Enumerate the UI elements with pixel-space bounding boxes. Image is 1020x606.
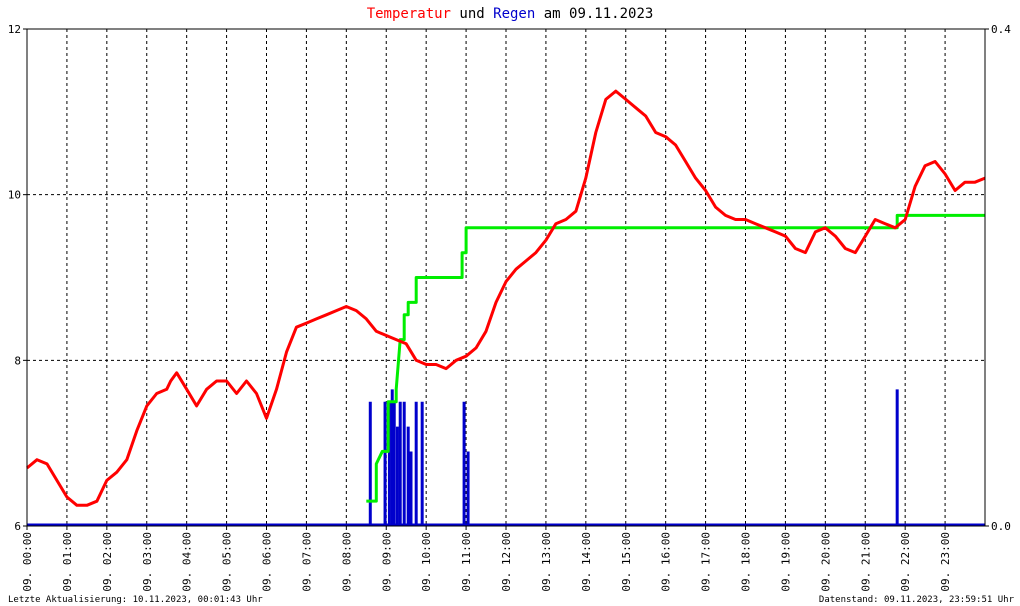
- x-axis-ticks: 09. 00:00 09. 01:00 09. 02:00 09. 03:00 09. …: [21, 526, 952, 592]
- grid-lines: [27, 29, 985, 526]
- x-tick-label: 09. 20:00: [819, 532, 832, 592]
- title-date: am 09.11.2023: [535, 6, 653, 22]
- y-tick-label: 10: [8, 189, 21, 202]
- y-right-tick-label: 0.0: [991, 520, 1011, 533]
- x-tick-label: 09. 00:00: [21, 532, 34, 592]
- x-tick-label: 09. 17:00: [700, 532, 713, 592]
- x-tick-label: 09. 08:00: [340, 532, 353, 592]
- x-tick-label: 09. 11:00: [460, 532, 473, 592]
- temperature-line: [26, 89, 986, 507]
- x-tick-label: 09. 04:00: [181, 532, 194, 592]
- x-tick-label: 09. 07:00: [300, 532, 313, 592]
- x-tick-label: 09. 01:00: [61, 532, 74, 592]
- y-axis-right-ticks: 0.0 0.4: [985, 23, 1011, 533]
- x-tick-label: 09. 22:00: [899, 532, 912, 592]
- y-tick-label: 6: [14, 520, 21, 533]
- chart-title: Temperatur und Regen am 09.11.2023: [367, 6, 654, 22]
- y-axis-left-ticks: 6 8 10 12: [8, 23, 27, 533]
- x-tick-label: 09. 14:00: [580, 532, 593, 592]
- x-tick-label: 09. 10:00: [420, 532, 433, 592]
- x-tick-label: 09. 15:00: [620, 532, 633, 592]
- title-and-word: und: [451, 6, 493, 22]
- rain-total-line: [366, 213, 985, 503]
- x-tick-label: 09. 05:00: [221, 532, 234, 592]
- x-tick-label: 09. 02:00: [101, 532, 114, 592]
- rain-rate-series: [27, 389, 985, 527]
- title-rain-word: Regen: [493, 6, 535, 22]
- x-tick-label: 09. 13:00: [540, 532, 553, 592]
- x-tick-label: 09. 12:00: [500, 532, 513, 592]
- title-temperature-word: Temperatur: [367, 6, 451, 22]
- footer-data-timestamp: Datenstand: 09.11.2023, 23:59:51 Uhr: [819, 595, 1015, 605]
- footer-last-update: Letzte Aktualisierung: 10.11.2023, 00:01…: [8, 595, 263, 605]
- x-tick-label: 09. 23:00: [939, 532, 952, 592]
- line-series: [26, 89, 986, 507]
- x-tick-label: 09. 03:00: [141, 532, 154, 592]
- x-tick-label: 09. 21:00: [859, 532, 872, 592]
- x-tick-label: 09. 16:00: [660, 532, 673, 592]
- x-tick-label: 09. 06:00: [261, 532, 274, 592]
- x-tick-label: 09. 09:00: [380, 532, 393, 592]
- y-right-tick-label: 0.4: [991, 23, 1011, 36]
- y-tick-label: 8: [14, 354, 21, 367]
- y-tick-label: 12: [8, 23, 21, 36]
- x-tick-label: 09. 19:00: [779, 532, 792, 592]
- x-tick-label: 09. 18:00: [740, 532, 753, 592]
